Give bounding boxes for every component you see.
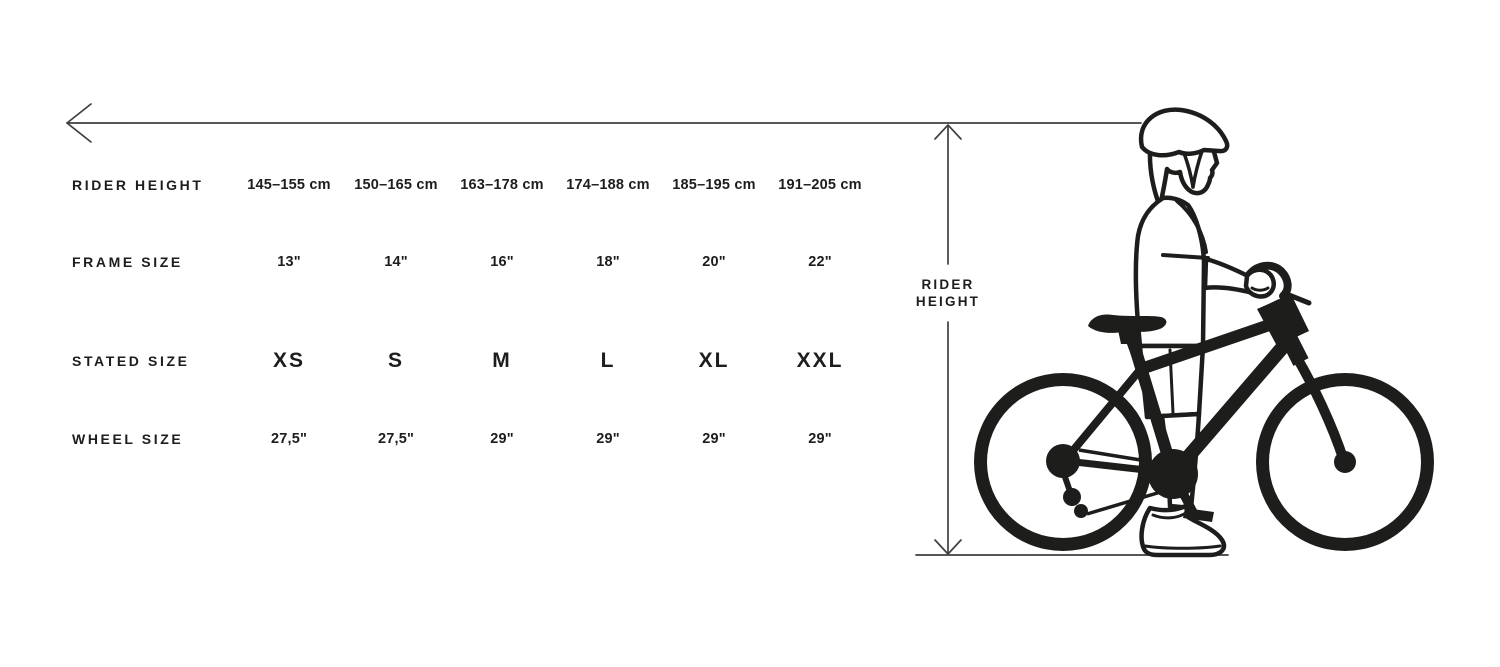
up-arrowhead-icon <box>934 124 962 140</box>
table-cell: M <box>492 349 512 372</box>
table-row-rider-height: RIDER HEIGHT 145–155 cm 150–165 cm 163–1… <box>72 174 892 200</box>
table-cell: L <box>600 349 616 372</box>
table-cell: 191–205 cm <box>778 177 862 193</box>
chainring <box>1148 449 1198 499</box>
rider-hand <box>1243 267 1276 299</box>
helmet-icon <box>1138 107 1230 158</box>
table-cell: 16" <box>490 254 514 270</box>
table-cell: 27,5" <box>377 431 415 447</box>
down-arrowhead-icon <box>934 539 962 555</box>
row-label: STATED SIZE <box>72 353 190 369</box>
table-cell: XS <box>272 349 305 372</box>
table-row-wheel-size: WHEEL SIZE 27,5" 27,5" 29" 29" 29" 29" <box>72 428 892 454</box>
table-cell: 29" <box>808 431 832 447</box>
table-cell: 145–155 cm <box>247 177 331 193</box>
stem-headset <box>1257 294 1309 346</box>
measure-label-line1: RIDER <box>921 277 975 292</box>
seat-stay <box>1062 368 1143 462</box>
derailleur-pulley <box>1074 504 1088 518</box>
table-cell: 174–188 cm <box>566 177 650 193</box>
down-tube <box>1170 336 1294 476</box>
row-label: WHEEL SIZE <box>72 431 184 447</box>
table-cell: 29" <box>490 431 514 447</box>
table-cell: XXL <box>796 349 844 372</box>
table-cell: 14" <box>384 254 408 270</box>
hand-finger-line <box>1250 286 1270 292</box>
measure-label-line2: HEIGHT <box>915 294 981 309</box>
table-cell: 29" <box>702 431 726 447</box>
table-row-stated-size: STATED SIZE XS S M L XL XXL <box>72 348 892 374</box>
measure-arrows-icon <box>66 103 1229 556</box>
row-label: RIDER HEIGHT <box>72 177 204 193</box>
table-cell: 29" <box>596 431 620 447</box>
pedal-icon <box>1183 508 1214 522</box>
top-tube <box>1139 315 1283 375</box>
rider-height-measure-label: RIDER HEIGHT <box>878 276 1018 310</box>
bicycle-icon <box>974 261 1434 551</box>
table-cell: 20" <box>702 254 726 270</box>
table-cell: 185–195 cm <box>672 177 756 193</box>
table-cell: XL <box>698 349 730 372</box>
saddle-icon <box>1088 314 1167 333</box>
shoe-collar-line <box>1151 512 1186 520</box>
row-label: FRAME SIZE <box>72 254 183 270</box>
table-cell: 13" <box>277 254 301 270</box>
rider-foreground-parts <box>1139 256 1276 558</box>
table-cell: 163–178 cm <box>460 177 544 193</box>
table-cell: S <box>387 349 404 372</box>
cassette <box>1046 444 1080 478</box>
chain-top <box>1078 448 1154 464</box>
table-cell: 27,5" <box>270 431 308 447</box>
derailleur-pulley <box>1063 488 1081 506</box>
front-fork <box>1291 353 1349 463</box>
table-row-frame-size: FRAME SIZE 13" 14" 16" 18" 20" 22" <box>72 251 892 277</box>
chain-bottom <box>1086 489 1165 516</box>
saddle-clamp <box>1118 330 1142 344</box>
brake-lever <box>1281 290 1312 306</box>
shirt-sleeve-hem <box>1161 253 1210 260</box>
table-cell: 18" <box>596 254 620 270</box>
table-cell: 22" <box>808 254 832 270</box>
shirt-sleeve-seam <box>1175 199 1208 254</box>
shoe-sole-line <box>1143 544 1222 550</box>
table-cell: 150–165 cm <box>354 177 438 193</box>
left-arrowhead-icon <box>66 103 92 143</box>
helmet-strap <box>1191 149 1204 189</box>
